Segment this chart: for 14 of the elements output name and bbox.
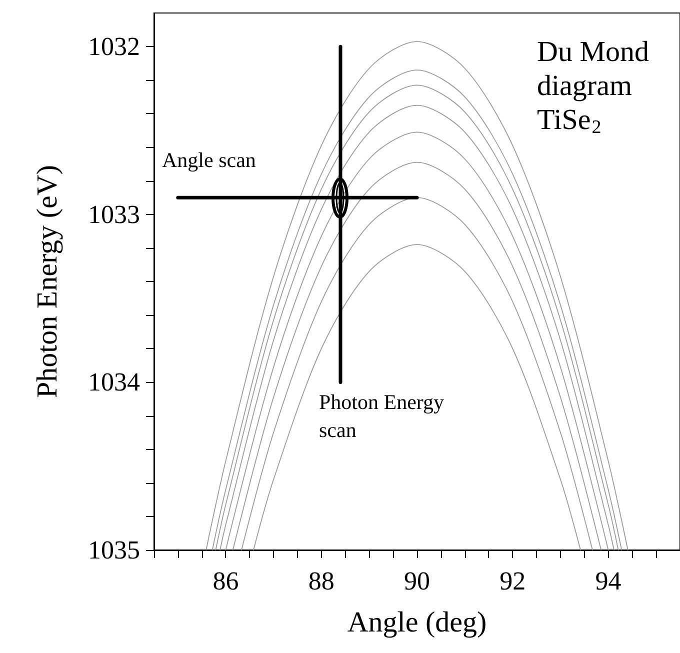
x-tick-label: 90 (404, 566, 430, 596)
y-tick-label: 1034 (88, 368, 140, 397)
x-tick-label: 92 (500, 566, 526, 596)
annotation: Photon Energy scan (319, 390, 445, 442)
line-series (253, 244, 581, 550)
x-tick-label: 86 (212, 566, 239, 596)
x-axis-title: Angle (deg) (347, 606, 487, 638)
y-tick-label: 1035 (88, 536, 140, 564)
annotation: Angle scan (162, 148, 256, 172)
y-tick-label: 1033 (88, 200, 140, 229)
x-tick-label: 94 (595, 566, 622, 596)
y-axis-title: Photon Energy (eV) (32, 164, 64, 398)
x-tick-label: 88 (308, 566, 334, 596)
y-tick-label: 1032 (88, 32, 140, 62)
